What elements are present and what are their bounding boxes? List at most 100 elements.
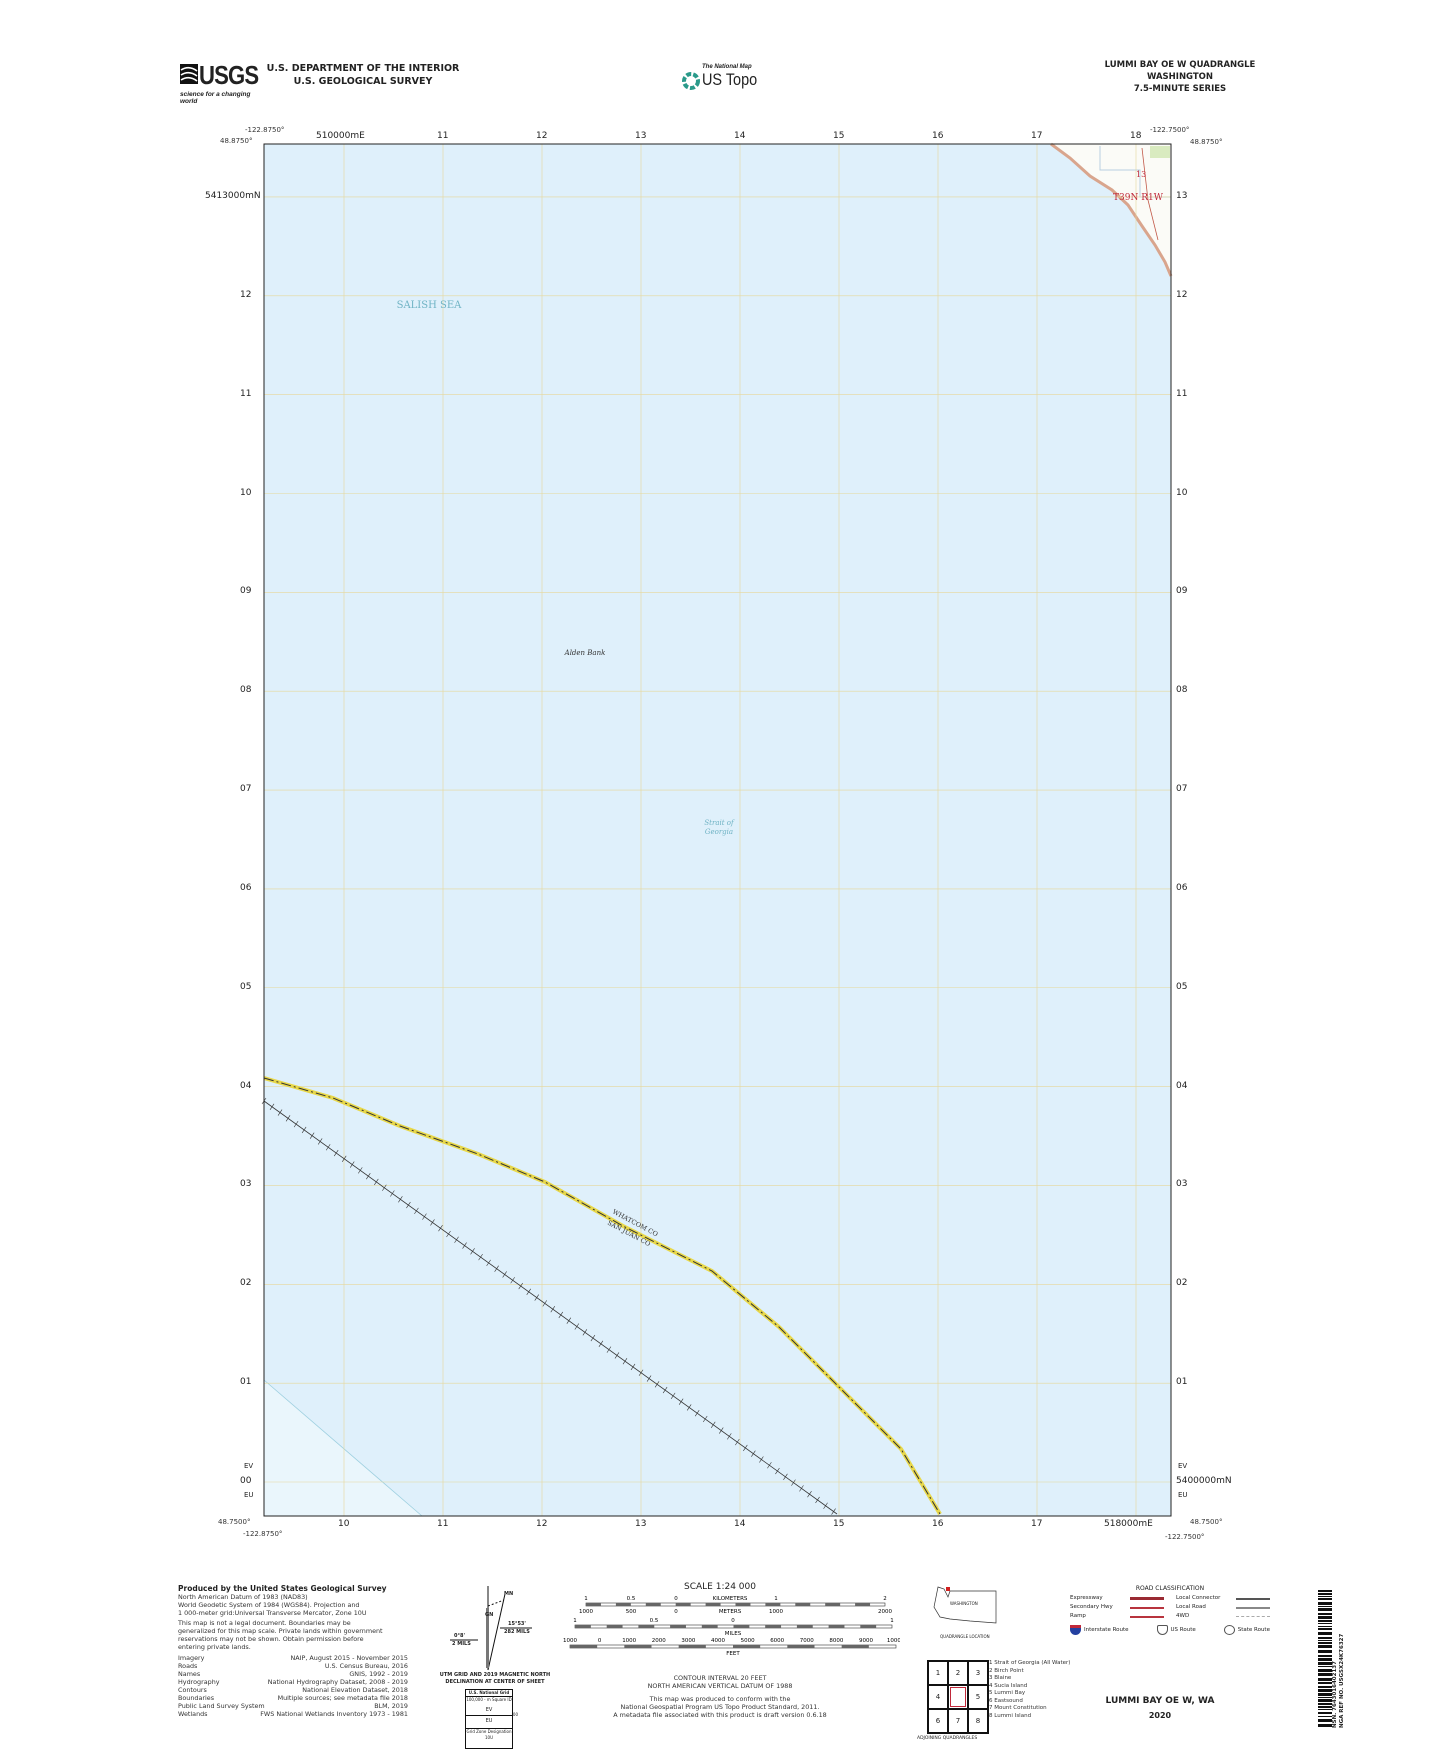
northing-label-left: 08 xyxy=(240,685,252,696)
scale-bar-segment xyxy=(645,1603,661,1606)
township-label: T39N R1W xyxy=(1113,193,1164,203)
adj-cell: 6 xyxy=(927,1708,949,1734)
road-line-swatch xyxy=(1130,1615,1164,1618)
boundary-tick xyxy=(831,1508,836,1515)
road-label: Local Road xyxy=(1176,1604,1206,1610)
declination-caption-2: DECLINATION AT CENTER OF SHEET xyxy=(445,1679,545,1685)
m-tick-label: 0 xyxy=(674,1609,678,1615)
boundary-tick xyxy=(791,1479,796,1486)
department-name: U.S. DEPARTMENT OF THE INTERIOR xyxy=(266,63,460,74)
boundary-tick xyxy=(382,1184,387,1191)
easting-label-top: 16 xyxy=(932,131,944,141)
road-label: Expressway xyxy=(1070,1595,1103,1601)
credit-source: BLM, 2019 xyxy=(374,1702,408,1710)
declination-diagram: GN MN 0°8' 2 MILS 15°53' 282 MILS UTM GR… xyxy=(440,1582,550,1749)
road-line-swatch xyxy=(1130,1597,1164,1600)
credit-item: Names xyxy=(178,1670,201,1678)
m-tick-label: 2000 xyxy=(878,1609,892,1615)
corner-top-right-lon: -122.7500° xyxy=(1150,126,1190,134)
boundary-tick xyxy=(574,1323,580,1330)
barcode-bar xyxy=(1318,1640,1332,1641)
boundary-tick xyxy=(309,1132,315,1139)
production-notes: Produced by the United States Geological… xyxy=(178,1584,408,1718)
boundary-tick xyxy=(470,1248,475,1255)
us-topo-label: US Topo xyxy=(702,70,758,89)
credit-source: FWS National Wetlands Inventory 1973 - 1… xyxy=(260,1710,408,1718)
boundary-tick xyxy=(317,1138,323,1145)
road-legend-item: Secondary Hwy xyxy=(1070,1603,1164,1612)
barcode-bar xyxy=(1318,1602,1332,1605)
national-map-icon xyxy=(682,72,700,90)
boundary-tick xyxy=(630,1363,636,1371)
barcode-bar xyxy=(1318,1650,1332,1653)
adj-cell: 1 xyxy=(927,1660,949,1686)
easting-label-top: 18 xyxy=(1130,131,1142,141)
barcode-bar xyxy=(1318,1590,1332,1592)
datum-line: 1 000-meter grid:Universal Transverse Me… xyxy=(178,1609,367,1617)
scale-bar-segment xyxy=(841,1645,869,1648)
boundary-tick xyxy=(686,1404,692,1411)
boundary-tick xyxy=(702,1415,708,1423)
barcode: NSN. 7643016402137 NGA REF NO. USGSX24K7… xyxy=(1318,1590,1348,1728)
scale-title: SCALE 1:24 000 xyxy=(684,1582,756,1592)
credit-row: Hydrography National Hydrography Dataset,… xyxy=(178,1678,408,1686)
barcode-bar xyxy=(1318,1724,1332,1727)
easting-label-bottom: 10 xyxy=(338,1519,350,1529)
boundary-tick xyxy=(727,1433,732,1440)
ft-tick-label: 2000 xyxy=(652,1638,666,1644)
agency-block: U.S. DEPARTMENT OF THE INTERIOR U.S. GEO… xyxy=(263,62,463,88)
barcode-bar xyxy=(1318,1608,1332,1611)
easting-label-top: 12 xyxy=(536,131,548,141)
boundary-tick xyxy=(638,1369,644,1376)
scale-bar-segment xyxy=(570,1645,598,1648)
boundary-tick xyxy=(719,1427,724,1434)
boundary-tick xyxy=(446,1230,451,1238)
usgs-tagline: science for a changing world xyxy=(180,91,251,105)
road-label: Ramp xyxy=(1070,1613,1086,1619)
scale-bar-segment xyxy=(638,1625,655,1628)
road-label: 4WD xyxy=(1176,1613,1190,1619)
boundary-tick xyxy=(398,1196,403,1203)
alden-bank-label: Alden Bank xyxy=(564,649,606,657)
km-tick-label: 1 xyxy=(774,1596,778,1602)
location-caption: QUADRANGLE LOCATION xyxy=(940,1634,990,1639)
usgs-wave-icon xyxy=(180,64,198,84)
scale-bar-segment xyxy=(860,1625,877,1628)
ft-tick-label: 7000 xyxy=(800,1638,814,1644)
barcode-nsn: NSN. 7643016402137 xyxy=(1332,1661,1338,1728)
water-boundary-line xyxy=(263,1379,423,1517)
boundary-tick xyxy=(759,1456,764,1463)
credit-item: Public Land Survey System xyxy=(178,1702,265,1710)
scale-bar-segment xyxy=(828,1625,845,1628)
disclaimer-line: This map is not a legal document. Bounda… xyxy=(178,1619,351,1627)
scale-bar-segment xyxy=(606,1625,623,1628)
adjoining-name: 5 Lummi Bay xyxy=(989,1690,1026,1696)
quad-state: WASHINGTON xyxy=(1146,72,1214,82)
boundary-tick xyxy=(422,1213,427,1220)
barcode-bar xyxy=(1318,1620,1332,1622)
boundary-tick xyxy=(735,1438,740,1446)
north-arrow-icon xyxy=(450,1586,532,1671)
m-tick-label: 500 xyxy=(626,1609,637,1615)
barcode-bar xyxy=(1318,1632,1332,1635)
boundary-tick xyxy=(333,1149,339,1157)
contour-notes: CONTOUR INTERVAL 20 FEET NORTH AMERICAN … xyxy=(540,1674,900,1719)
mi-unit: MILES xyxy=(725,1631,742,1637)
adj-cell: 4 xyxy=(927,1684,949,1710)
shield-legend-item: Interstate Route xyxy=(1070,1625,1129,1635)
grid-box-easting: 00 xyxy=(512,1712,518,1717)
corner-top-left-lat: 48.8750° xyxy=(220,137,253,145)
northing-label-right: 05 xyxy=(1176,981,1188,992)
corner-top-left-lon: -122.8750° xyxy=(245,126,285,134)
adjoining-name: 7 Mount Constitution xyxy=(989,1705,1047,1711)
ft-tick-label: 9000 xyxy=(859,1638,873,1644)
barcode-bar xyxy=(1318,1719,1332,1722)
boundary-tick xyxy=(478,1253,483,1261)
scale-bar-segment xyxy=(575,1625,591,1628)
road-legend-item: Local Connector xyxy=(1176,1594,1270,1603)
boundary-tick xyxy=(678,1398,684,1405)
scale-bar-segment xyxy=(796,1625,813,1628)
